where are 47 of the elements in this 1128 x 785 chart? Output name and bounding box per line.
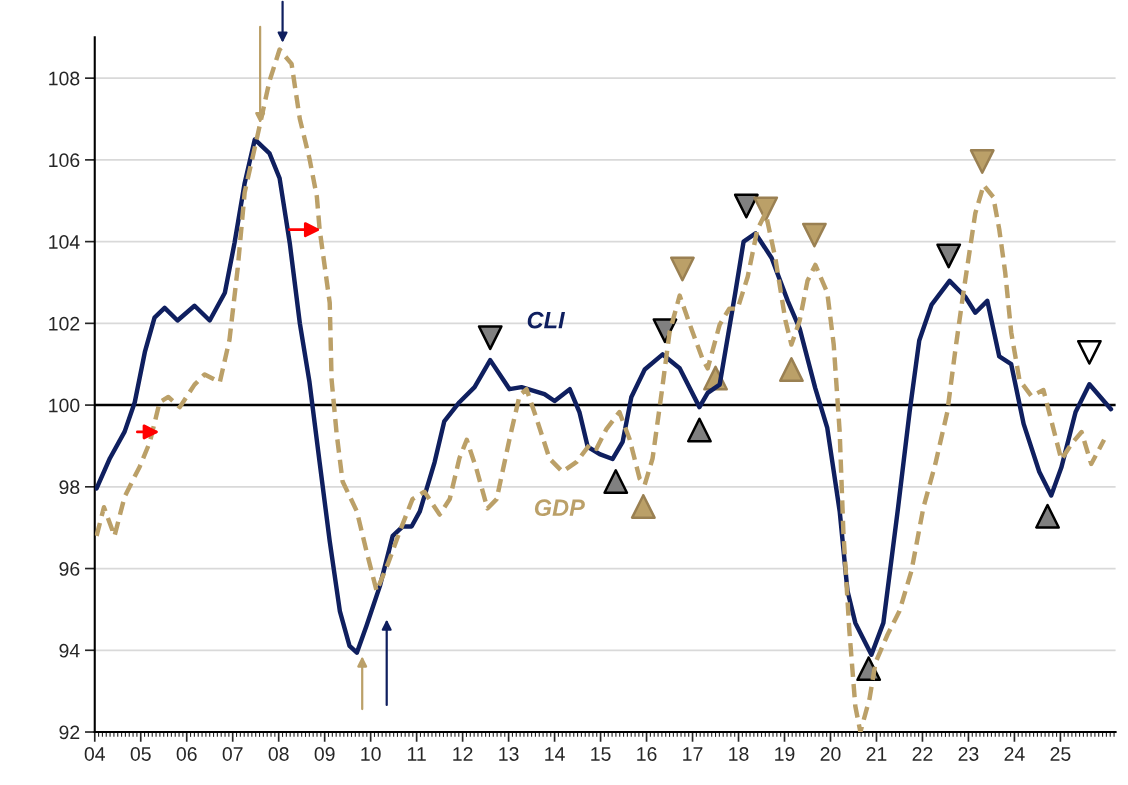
y-tick-label: 100: [49, 398, 80, 413]
point: [801, 222, 827, 248]
point: [603, 469, 629, 494]
x-tick-label: 21: [866, 747, 887, 761]
x-tick-label: 11: [408, 747, 426, 761]
x-tick-label: 22: [912, 747, 933, 761]
point: [669, 256, 695, 282]
x-tick-label: 15: [591, 747, 611, 761]
point: [778, 357, 804, 382]
line-series: [94, 137, 1114, 657]
y-tick-label: 108: [49, 71, 80, 86]
x-tick-label: 09: [314, 747, 335, 761]
x-tick-label: 16: [637, 747, 657, 761]
x-tick-label: 17: [683, 747, 703, 761]
y-tick-label: 96: [59, 562, 80, 576]
point: [733, 193, 759, 219]
point: [477, 325, 503, 351]
x-tick-label: 24: [1004, 747, 1025, 761]
point: [630, 493, 656, 519]
x-tick-label: 12: [453, 747, 473, 761]
y-tick-label: 98: [59, 480, 80, 495]
point: [1076, 339, 1102, 365]
x-tick-label: 04: [84, 747, 105, 761]
x-tick-label: 08: [268, 747, 289, 761]
x-tick-label: 07: [222, 747, 243, 761]
x-tick-label: 20: [820, 747, 841, 761]
point: [753, 196, 779, 222]
point: [1035, 503, 1060, 529]
point: [969, 149, 995, 174]
point: [936, 243, 962, 269]
x-tick-label: 23: [958, 747, 979, 761]
y-tick-label: 92: [59, 725, 80, 740]
x-tick-label: 05: [130, 747, 151, 761]
x-tick-label: 19: [775, 747, 795, 761]
x-tick-label: 18: [729, 747, 749, 761]
y-tick-label: 102: [49, 316, 80, 331]
x-tick-label: 14: [545, 747, 565, 761]
x-tick-label: 06: [176, 747, 197, 761]
x-tick-label: 13: [499, 747, 519, 761]
y-tick-label: 106: [49, 153, 80, 168]
text: CLI: [527, 311, 566, 329]
x-tick-label: 25: [1050, 747, 1071, 761]
series-label: GDP: [534, 499, 585, 517]
point: [686, 417, 712, 443]
y-tick-label: 94: [59, 643, 80, 658]
x-tick-label: 10: [361, 747, 381, 761]
y-tick-label: 104: [49, 235, 80, 249]
